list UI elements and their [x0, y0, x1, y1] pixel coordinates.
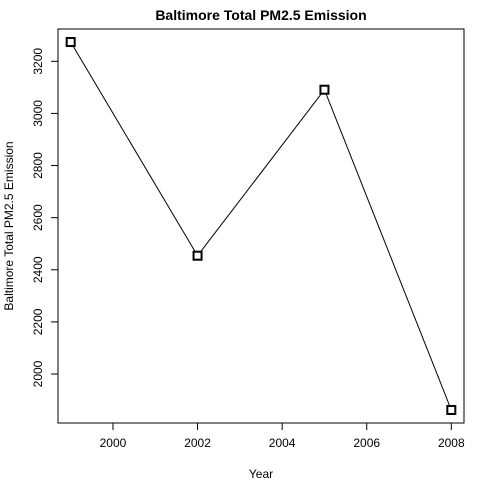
- y-tick-label: 2800: [31, 152, 45, 179]
- y-tick-label: 3000: [31, 100, 45, 127]
- data-point-marker: [65, 37, 76, 48]
- series-group: [65, 37, 457, 415]
- series-line-segment: [72, 46, 196, 252]
- y-tick-label: 2400: [31, 256, 45, 283]
- chart-title: Baltimore Total PM2.5 Emission: [155, 7, 366, 23]
- series-line-segment: [200, 93, 322, 252]
- x-axis-label: Year: [249, 467, 273, 480]
- x-tick-label: 2002: [184, 436, 211, 450]
- series-line-segment: [325, 94, 450, 406]
- y-tick-label: 2600: [31, 204, 45, 231]
- data-point-marker: [446, 404, 457, 415]
- x-tick-label: 2006: [353, 436, 380, 450]
- x-tick-label: 2000: [100, 436, 127, 450]
- x-tick-label: 2008: [438, 436, 465, 450]
- x-axis: 2000 2002 2004 2006 2008: [100, 422, 465, 450]
- y-tick-label: 3200: [31, 48, 45, 75]
- y-tick-label: 2000: [31, 360, 45, 387]
- x-tick-label: 2004: [269, 436, 296, 450]
- y-axis-label: Baltimore Total PM2.5 Emission: [2, 141, 16, 310]
- data-point-marker: [192, 250, 203, 261]
- data-point-marker: [319, 84, 330, 95]
- y-tick-label: 2200: [31, 308, 45, 335]
- y-axis: 2000 2200 2400 2600 2800 3000 3200: [31, 48, 59, 387]
